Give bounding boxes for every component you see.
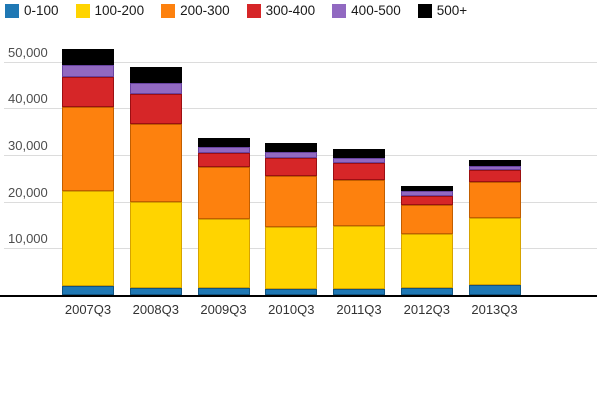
bar-segment-2013Q3-100-200[interactable]: [468, 217, 521, 286]
bar-segment-2011Q3-100-200[interactable]: [333, 226, 385, 289]
bar-segment-2013Q3-0-100[interactable]: [468, 285, 521, 295]
bar-segment-2012Q3-300-400[interactable]: [400, 195, 453, 205]
bar-2010Q3: [265, 142, 318, 295]
y-tick-label: 50,000: [8, 44, 48, 60]
y-tick-label: 40,000: [8, 91, 48, 107]
x-tick-label-2011Q3: 2011Q3: [336, 302, 382, 317]
x-tick-label-2012Q3: 2012Q3: [403, 302, 450, 317]
bar-segment-2011Q3-0-100[interactable]: [333, 288, 385, 295]
bar-segment-2007Q3-0-100[interactable]: [62, 285, 114, 295]
legend-swatch-icon: [417, 4, 432, 18]
bar-segment-2008Q3-200-300[interactable]: [129, 123, 182, 203]
bar-segment-2010Q3-300-400[interactable]: [265, 158, 318, 176]
x-tick-label-2010Q3: 2010Q3: [268, 302, 315, 317]
bar-segment-2007Q3-200-300[interactable]: [62, 107, 114, 191]
bar-segment-2009Q3-200-300[interactable]: [197, 167, 250, 219]
legend-swatch-icon: [75, 4, 90, 18]
bar-segment-2007Q3-300-400[interactable]: [62, 77, 114, 108]
legend-label: 0-100: [24, 3, 59, 18]
legend-swatch-icon: [5, 4, 19, 18]
legend-item-200-300[interactable]: 200-300: [161, 4, 230, 18]
legend-swatch-icon: [161, 4, 176, 18]
bar-segment-2010Q3-0-100[interactable]: [265, 288, 318, 295]
legend-item-400-500[interactable]: 400-500: [332, 4, 401, 18]
y-tick-label: 10,000: [8, 231, 48, 247]
bar-segment-2011Q3-500+[interactable]: [333, 149, 385, 159]
bar-segment-2009Q3-0-100[interactable]: [197, 288, 250, 295]
bar-segment-2007Q3-500+[interactable]: [62, 49, 114, 66]
bar-2007Q3: [62, 49, 114, 295]
legend-item-300-400[interactable]: 300-400: [246, 3, 316, 18]
bar-segment-2007Q3-100-200[interactable]: [62, 190, 114, 286]
bar-segment-2008Q3-400-500[interactable]: [129, 83, 182, 95]
legend-item-0-100[interactable]: 0-100: [5, 4, 59, 18]
bar-2011Q3: [333, 149, 385, 295]
bar-segment-2012Q3-200-300[interactable]: [400, 204, 453, 234]
plot-area: [62, 49, 521, 295]
legend-label: 200-300: [180, 3, 230, 18]
bar-segment-2010Q3-500+[interactable]: [265, 142, 318, 153]
bar-2013Q3: [468, 160, 521, 295]
x-axis-line: [0, 295, 597, 297]
bar-segment-2012Q3-100-200[interactable]: [400, 233, 453, 288]
bar-segment-2011Q3-400-500[interactable]: [333, 158, 385, 164]
bar-segment-2008Q3-500+[interactable]: [129, 67, 182, 84]
bar-segment-2009Q3-300-400[interactable]: [197, 152, 250, 168]
bar-segment-2011Q3-200-300[interactable]: [333, 180, 385, 227]
bar-segment-2009Q3-500+[interactable]: [197, 137, 250, 148]
bar-segment-2010Q3-100-200[interactable]: [265, 227, 318, 289]
gridline-40000: [4, 108, 597, 110]
bar-segment-2009Q3-100-200[interactable]: [197, 218, 250, 288]
bar-segment-2012Q3-500+[interactable]: [400, 185, 453, 191]
bar-2008Q3: [129, 67, 182, 295]
legend-label: 100-200: [94, 3, 145, 18]
bar-2012Q3: [400, 185, 453, 295]
legend: 0-100 100-200 200-300 300-400 400-500 500+: [5, 4, 484, 18]
y-tick-label: 30,000: [8, 138, 48, 153]
bar-segment-2007Q3-400-500[interactable]: [62, 65, 114, 78]
bar-segment-2013Q3-500+[interactable]: [468, 160, 521, 166]
legend-label: 400-500: [351, 3, 401, 18]
legend-label: 300-400: [265, 3, 316, 18]
legend-item-500+[interactable]: 500+: [417, 3, 468, 18]
legend-swatch-icon: [246, 4, 261, 18]
legend-swatch-icon: [332, 4, 347, 18]
bar-segment-2008Q3-100-200[interactable]: [129, 202, 182, 288]
bar-2009Q3: [197, 137, 250, 295]
bar-segment-2013Q3-400-500[interactable]: [468, 165, 521, 170]
bar-segment-2008Q3-0-100[interactable]: [129, 288, 182, 295]
x-tick-label-2007Q3: 2007Q3: [64, 302, 112, 317]
legend-label: 500+: [436, 3, 468, 18]
bar-segment-2011Q3-300-400[interactable]: [333, 163, 385, 181]
bar-segment-2010Q3-400-500[interactable]: [265, 152, 318, 159]
y-tick-label: 20,000: [8, 184, 48, 200]
bar-segment-2012Q3-400-500[interactable]: [400, 190, 453, 196]
x-tick-label-2009Q3: 2009Q3: [200, 302, 247, 317]
bar-segment-2009Q3-400-500[interactable]: [197, 147, 250, 153]
legend-item-100-200[interactable]: 100-200: [75, 3, 145, 18]
bar-segment-2013Q3-200-300[interactable]: [468, 181, 521, 218]
bar-segment-2013Q3-300-400[interactable]: [468, 169, 521, 182]
x-tick-label-2008Q3: 2008Q3: [132, 302, 179, 317]
x-tick-label-2013Q3: 2013Q3: [471, 302, 518, 317]
gridline-50000: [4, 61, 597, 63]
bar-segment-2012Q3-0-100[interactable]: [400, 288, 453, 295]
bar-segment-2008Q3-300-400[interactable]: [129, 94, 182, 124]
bar-segment-2010Q3-200-300[interactable]: [265, 175, 318, 228]
